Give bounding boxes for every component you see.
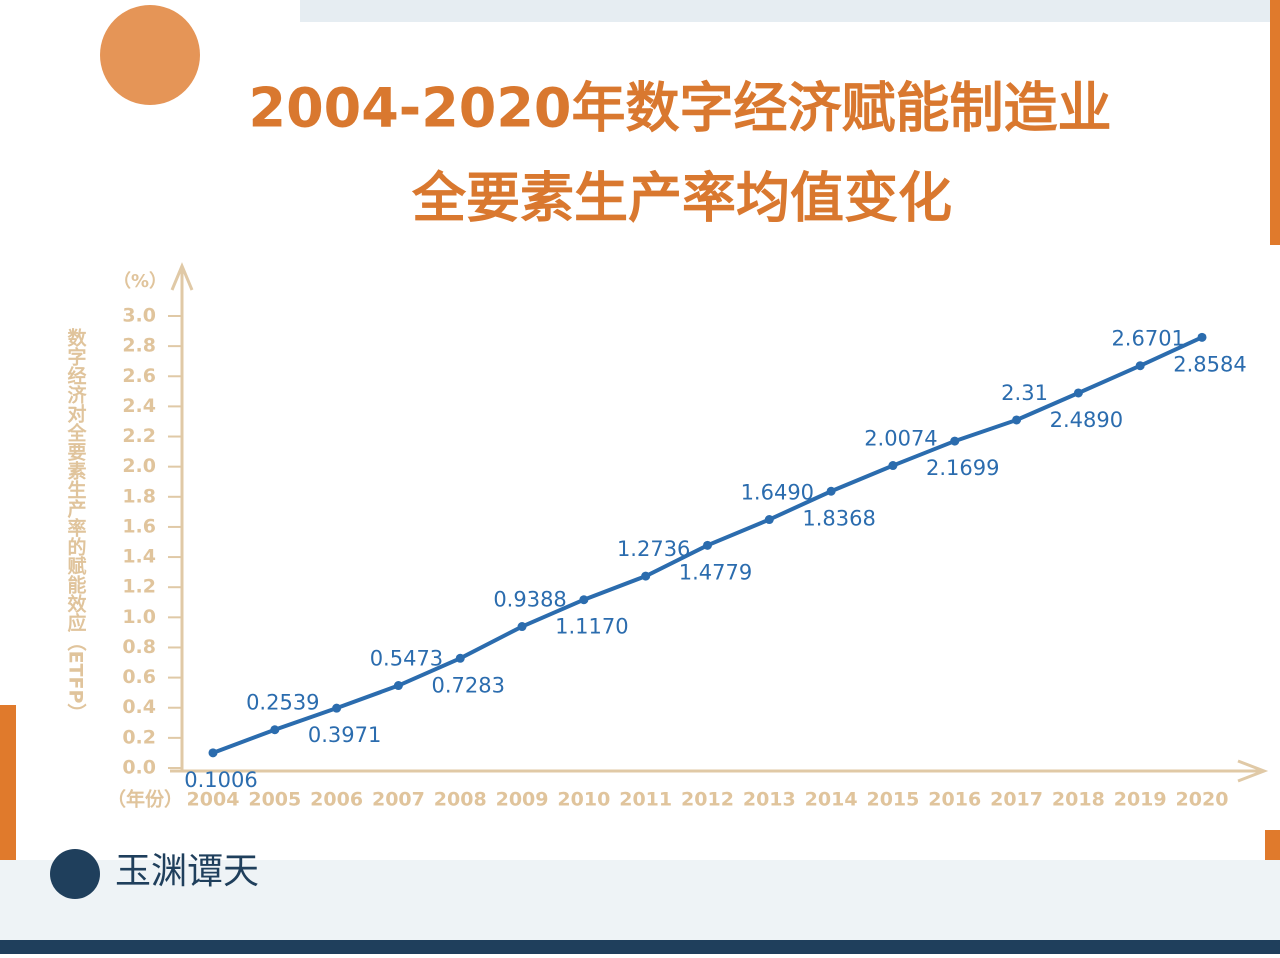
point xyxy=(208,748,218,758)
x-tick-label: 2019 xyxy=(1114,789,1167,811)
x-tick-label: 2005 xyxy=(248,789,301,811)
y-tick-label: 2.8 xyxy=(122,335,156,357)
data-label: 2.0074 xyxy=(864,427,937,451)
x-tick-label: 2006 xyxy=(310,789,363,811)
point xyxy=(950,436,960,446)
x-tick-label: 2004 xyxy=(187,789,240,811)
x-arrow xyxy=(1237,759,1269,783)
point xyxy=(579,595,589,605)
logo-text: 玉渊谭天 xyxy=(115,851,259,892)
y-tick-label: 1.2 xyxy=(122,576,156,598)
y-tick-label: 1.0 xyxy=(122,606,156,628)
data-label: 2.1699 xyxy=(926,456,999,480)
y-tick-label: 1.8 xyxy=(122,485,156,507)
data-label: 1.4779 xyxy=(679,560,752,584)
data-label: 1.8368 xyxy=(802,506,875,530)
x-tick-label: 2014 xyxy=(805,789,858,811)
sun xyxy=(100,5,200,105)
point xyxy=(270,725,280,735)
point xyxy=(1135,361,1145,371)
right-accent xyxy=(1270,0,1280,245)
point xyxy=(1073,388,1083,398)
y-tick-label: 0.8 xyxy=(122,636,156,658)
data-label: 0.9388 xyxy=(493,588,566,612)
x-tick-label: 2018 xyxy=(1052,789,1105,811)
chart-subtitle: 全要素生产率均值变化 xyxy=(411,167,952,230)
y-arrow xyxy=(170,262,194,291)
top-stripes xyxy=(300,0,1280,22)
y-tick-label: 0.2 xyxy=(122,726,156,748)
data-label: 0.5473 xyxy=(370,647,443,671)
y-tick-label: 2.4 xyxy=(122,395,156,417)
data-label: 1.2736 xyxy=(617,537,690,561)
y-tick-label: 2.0 xyxy=(122,455,156,477)
data-label: 2.4890 xyxy=(1050,408,1123,432)
x-tick-label: 2016 xyxy=(928,789,981,811)
y-tick-label: 0.4 xyxy=(122,696,156,718)
data-label: 0.2539 xyxy=(246,691,319,715)
point xyxy=(764,515,774,525)
x-tick-label: 2020 xyxy=(1176,789,1229,811)
x-tick-label: 2012 xyxy=(681,789,734,811)
bottom-stripes xyxy=(0,860,1280,940)
y-tick-label: 1.6 xyxy=(122,515,156,537)
data-label: 2.31 xyxy=(1001,381,1048,405)
y-unit: （%） xyxy=(113,271,167,292)
x-tick-label: 2011 xyxy=(619,789,672,811)
data-label: 1.1170 xyxy=(555,615,628,639)
x-tick-label: 2007 xyxy=(372,789,425,811)
point xyxy=(1197,332,1207,342)
point xyxy=(888,461,898,471)
y-tick-label: 0.6 xyxy=(122,666,156,688)
data-label: 1.6490 xyxy=(741,481,814,505)
point xyxy=(517,622,527,632)
data-label: 0.7283 xyxy=(432,673,505,697)
data-label: 0.1006 xyxy=(184,768,257,792)
point xyxy=(641,571,651,581)
x-tick-label: 2009 xyxy=(496,789,549,811)
point xyxy=(455,653,465,663)
logo-icon xyxy=(50,849,100,899)
chart-title: 2004-2020年数字经济赋能制造业 xyxy=(249,77,1112,140)
point xyxy=(1012,415,1022,425)
point xyxy=(826,486,836,496)
data-label: 2.6701 xyxy=(1111,327,1184,351)
bottom-bar xyxy=(0,940,1280,954)
y-tick-label: 2.6 xyxy=(122,365,156,387)
y-tick-label: 2.2 xyxy=(122,425,156,447)
y-tick-label: 1.4 xyxy=(122,546,156,568)
x-axis-label: （年份） xyxy=(107,788,183,811)
x-tick-label: 2015 xyxy=(866,789,919,811)
data-label: 0.3971 xyxy=(308,723,381,747)
y-axis-label: 数字经济对全要素生产率的赋能效应（ETFP） xyxy=(65,326,88,722)
x-tick-label: 2010 xyxy=(557,789,610,811)
x-tick-label: 2008 xyxy=(434,789,487,811)
y-tick-label: 0.0 xyxy=(122,757,156,779)
point xyxy=(393,681,403,691)
y-tick-label: 3.0 xyxy=(122,305,156,327)
point xyxy=(703,540,712,550)
point xyxy=(332,703,342,713)
x-tick-label: 2017 xyxy=(990,789,1043,811)
data-label: 2.8584 xyxy=(1173,352,1246,376)
x-tick-label: 2013 xyxy=(743,789,796,811)
